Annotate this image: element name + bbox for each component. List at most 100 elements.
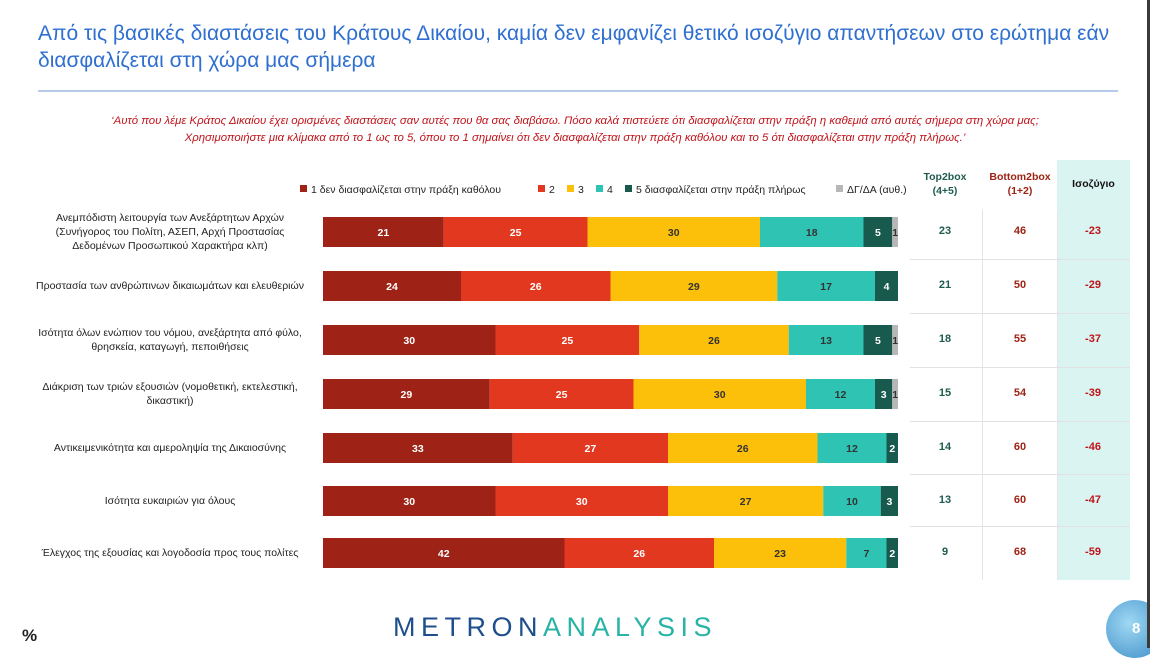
bar-value-label: 33 (412, 443, 424, 455)
legend-item: 3 (567, 184, 584, 196)
bar-value-label: 1 (892, 335, 898, 347)
bar-segment (875, 379, 893, 409)
bar-value-label: 29 (401, 389, 413, 401)
legend-swatch (836, 185, 843, 192)
category-label: Προστασία των ανθρώπινων δικαιωμάτων και… (36, 280, 304, 292)
legend-label: 4 (607, 184, 613, 196)
metron-analysis-logo: METRONANALYSIS (393, 612, 717, 643)
bar-value-label: 25 (556, 389, 568, 401)
bottom2box-value: 55 (1013, 333, 1027, 345)
bottom2box-header: Bottom2box (1+2) (989, 171, 1051, 197)
survey-question-line-1: ‘Αυτό που λέμε Κράτος Δικαίου έχει ορισμ… (111, 115, 1039, 127)
balance-value: -39 (1085, 387, 1101, 399)
row-divider (910, 259, 1130, 260)
bar-segment (495, 486, 668, 516)
bar-segment (817, 433, 887, 463)
bar-value-label: 21 (378, 227, 390, 239)
top2box-value: 23 (938, 225, 952, 237)
bar-segment (489, 379, 634, 409)
bar-value-label: 5 (875, 227, 881, 239)
bar-segment (714, 538, 847, 568)
bar-value-label: 25 (510, 227, 522, 239)
page-title: Από τις βασικές διαστάσεις του Κράτους Δ… (38, 22, 1110, 72)
category-label: Διάκριση των τριών εξουσιών (νομοθετική,… (42, 381, 298, 407)
bar-value-label: 30 (714, 389, 726, 401)
bar-value-label: 30 (403, 335, 415, 347)
bar-segment (610, 271, 778, 301)
legend-swatch (625, 185, 632, 192)
bar-segment (886, 538, 898, 568)
bar-value-label: 27 (740, 496, 752, 508)
bar-segment (880, 486, 898, 516)
bar-segment (892, 217, 898, 247)
bar-value-label: 3 (881, 389, 887, 401)
legend-label: 3 (578, 184, 584, 196)
bar-value-label: 12 (835, 389, 847, 401)
bar-segment (323, 486, 496, 516)
bar-segment (512, 433, 668, 463)
top2box-header: Top2box (4+5) (923, 171, 967, 197)
bar-value-label: 26 (530, 281, 542, 293)
legend-item: 5 διασφαλίζεται στην πράξη πλήρως (625, 184, 806, 196)
bar-value-label: 30 (576, 496, 588, 508)
bar-value-label: 1 (892, 227, 898, 239)
bar-segment (323, 271, 461, 301)
page-badge-icon (1106, 600, 1150, 658)
legend-label: 5 διασφαλίζεται στην πράξη πλήρως (636, 184, 806, 196)
survey-question-line-2: Χρησιμοποιήστε μια κλίμακα από το 1 ως τ… (184, 132, 966, 144)
bar-segment (863, 325, 893, 355)
bar-segment (892, 379, 898, 409)
balance-value: -59 (1085, 546, 1101, 558)
bar-value-label: 25 (562, 335, 574, 347)
top2box-value: 13 (938, 494, 952, 506)
unit-label: % (22, 626, 38, 645)
legend-item: 2 (538, 184, 555, 196)
column-divider (982, 210, 983, 580)
bar-segment (846, 538, 887, 568)
row-divider (910, 526, 1130, 527)
bar-segment (777, 271, 875, 301)
bottom2box-value: 46 (1013, 225, 1027, 237)
title-divider (38, 90, 1118, 92)
bar-value-label: 2 (889, 443, 895, 455)
bar-segment (668, 486, 824, 516)
top2box-value: 21 (938, 279, 952, 291)
bar-value-label: 3 (886, 496, 892, 508)
legend-item: ΔΓ/ΔΑ (αυθ.) (836, 184, 907, 196)
legend-label: ΔΓ/ΔΑ (αυθ.) (847, 184, 907, 196)
bar-segment (323, 433, 513, 463)
category-label: Ισότητα όλων ενώπιον του νόμου, ανεξάρτη… (38, 327, 302, 353)
bar-segment (823, 486, 881, 516)
bar-value-label: 26 (708, 335, 720, 347)
bottom2box-value: 50 (1013, 279, 1027, 291)
bar-segment (633, 379, 806, 409)
bottom2box-value: 60 (1013, 441, 1027, 453)
balance-header: Ισοζύγιο (1072, 178, 1115, 190)
bar-value-label: 26 (737, 443, 749, 455)
bar-value-label: 26 (633, 548, 645, 560)
bar-value-label: 4 (884, 281, 890, 293)
bar-value-label: 1 (892, 389, 898, 401)
bar-segment (760, 217, 864, 247)
bar-segment (875, 271, 898, 301)
bar-segment (863, 217, 893, 247)
column-divider (1057, 210, 1058, 580)
survey-question: ‘Αυτό που λέμε Κράτος Δικαίου έχει ορισμ… (10, 113, 1140, 147)
row-divider (910, 474, 1130, 475)
bar-value-label: 2 (889, 548, 895, 560)
bar-segment (668, 433, 818, 463)
bottom2box-value: 54 (1013, 387, 1027, 399)
page-number: 8 (1132, 620, 1141, 637)
bar-segment (806, 379, 875, 409)
legend-swatch (538, 185, 545, 192)
bar-segment (788, 325, 864, 355)
bar-segment (495, 325, 640, 355)
category-label: Αντικειμενικότητα και αμεροληψία της Δικ… (53, 442, 287, 454)
bar-value-label: 30 (403, 496, 415, 508)
bar-value-label: 12 (846, 443, 858, 455)
bar-value-label: 7 (863, 548, 869, 560)
bottom2box-value: 60 (1013, 494, 1027, 506)
top2box-value: 9 (941, 546, 949, 558)
bar-segment (443, 217, 588, 247)
balance-value: -47 (1085, 494, 1101, 506)
